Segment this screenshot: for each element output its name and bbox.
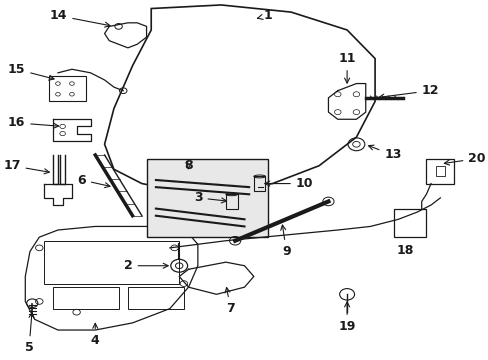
Bar — [128, 287, 183, 309]
Text: 18: 18 — [396, 244, 413, 257]
Text: 20: 20 — [444, 152, 485, 165]
Text: 7: 7 — [224, 288, 234, 315]
Text: 1: 1 — [257, 9, 271, 22]
Text: 5: 5 — [24, 312, 34, 354]
Text: 13: 13 — [368, 145, 401, 162]
Text: 19: 19 — [338, 302, 355, 333]
Text: 3: 3 — [194, 192, 226, 204]
Text: 14: 14 — [50, 9, 110, 27]
Text: 6: 6 — [77, 174, 110, 188]
Text: 9: 9 — [280, 225, 290, 258]
Text: 15: 15 — [8, 63, 54, 80]
Bar — [253, 176, 265, 191]
Bar — [426, 158, 453, 184]
Text: 10: 10 — [264, 177, 313, 190]
Bar — [393, 208, 426, 237]
Text: 2: 2 — [123, 259, 168, 272]
Text: 12: 12 — [378, 84, 438, 99]
Bar — [48, 76, 86, 102]
Bar — [435, 166, 444, 176]
Text: 17: 17 — [3, 159, 49, 174]
Bar — [225, 194, 237, 208]
Text: 16: 16 — [8, 116, 59, 129]
Text: 4: 4 — [91, 323, 100, 347]
Text: 8: 8 — [184, 159, 192, 172]
Bar — [146, 158, 267, 237]
Text: 11: 11 — [338, 52, 355, 83]
Bar — [53, 287, 118, 309]
Bar — [44, 241, 179, 284]
